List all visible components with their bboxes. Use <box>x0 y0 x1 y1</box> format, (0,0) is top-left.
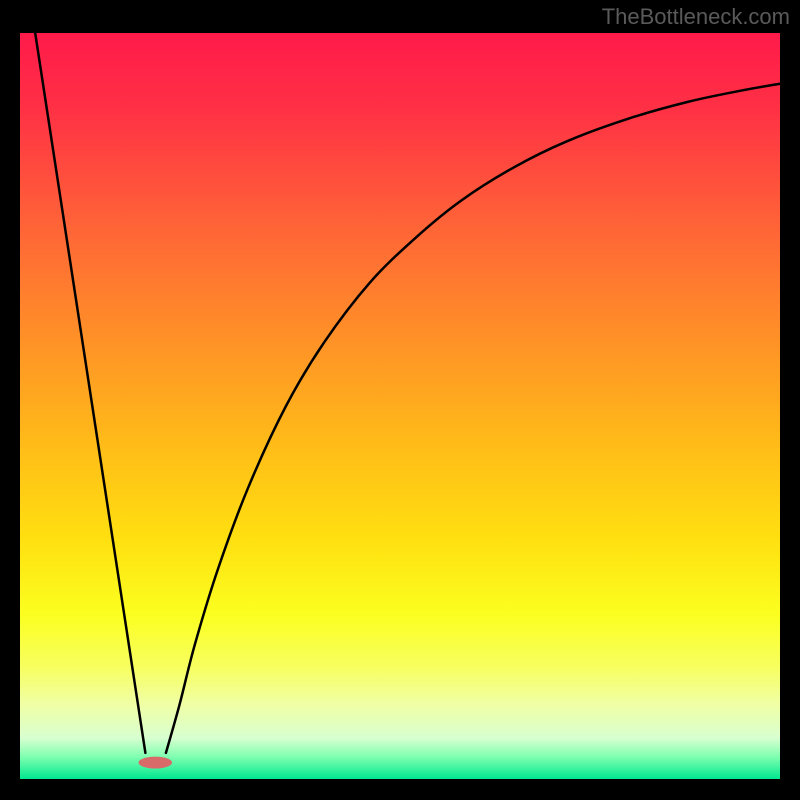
chart-container: TheBottleneck.com <box>0 0 800 800</box>
gradient-background <box>20 33 780 779</box>
min_marker <box>139 757 172 769</box>
plot-area <box>20 33 780 779</box>
chart-svg <box>20 33 780 779</box>
watermark-text: TheBottleneck.com <box>602 4 790 30</box>
